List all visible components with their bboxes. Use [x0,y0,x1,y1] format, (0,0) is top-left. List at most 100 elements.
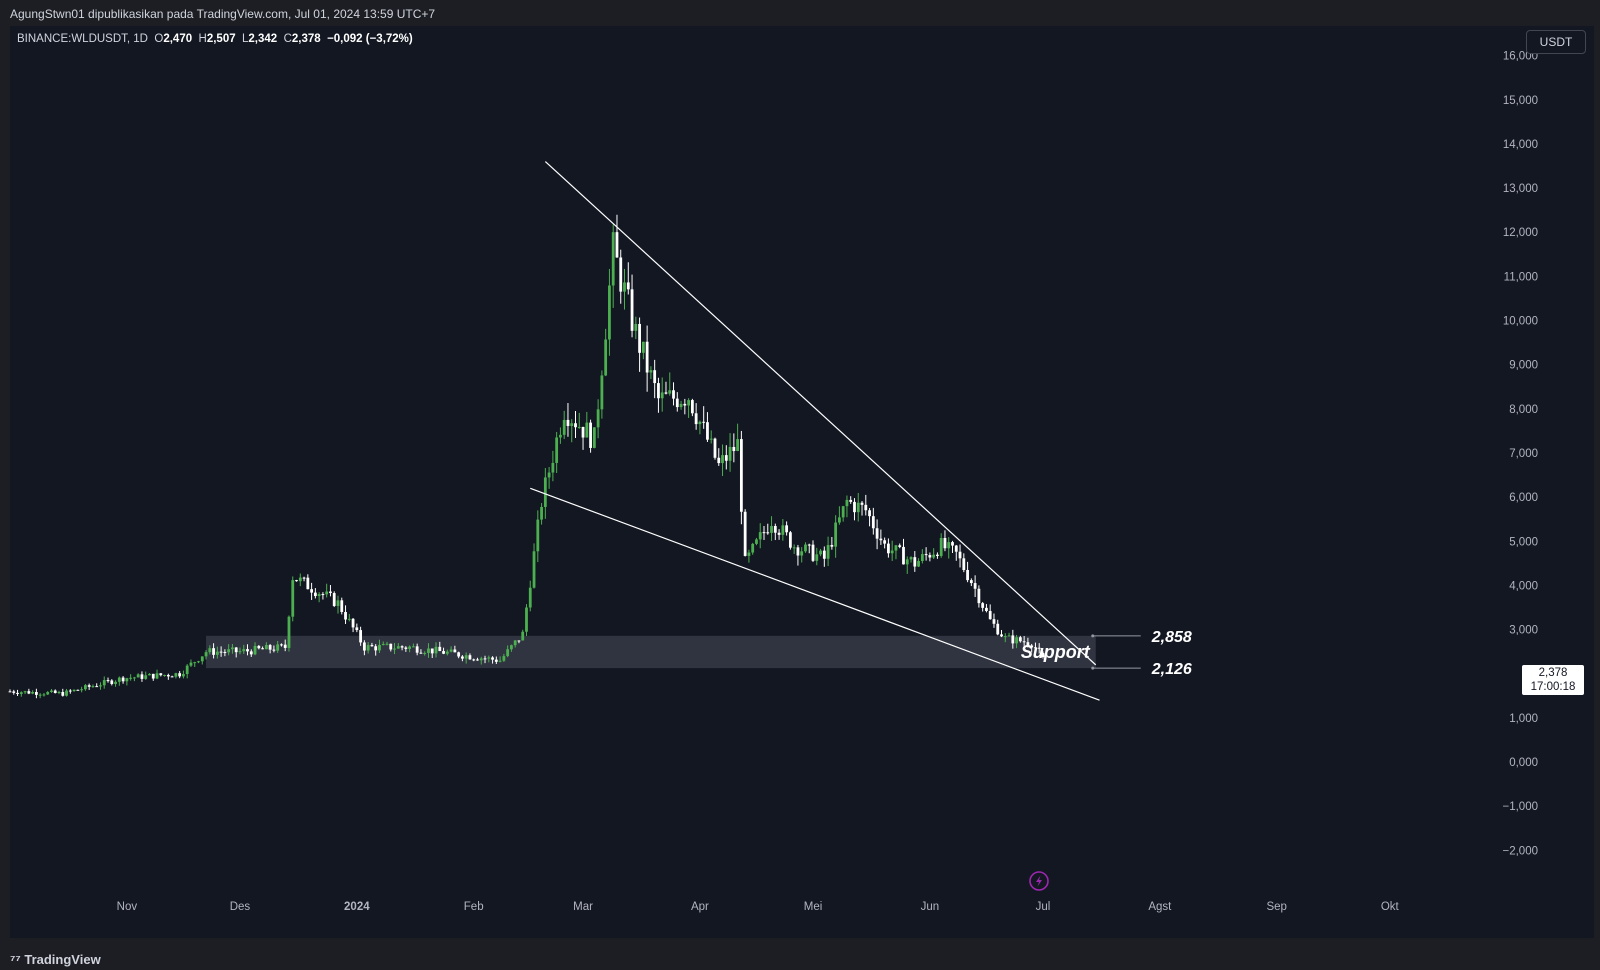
candle [841,505,845,522]
candle [758,523,762,549]
candle-body [453,649,457,653]
candle [868,508,871,527]
candle [721,444,724,477]
candle-body [223,651,227,653]
candle [411,643,415,648]
time-tick-label: Okt [1381,901,1400,913]
support-zone-marks: Support 2,858 2,126 [1021,629,1192,678]
candle [641,341,645,360]
candle-body [988,610,992,620]
candle [559,427,562,444]
candle-body [87,685,91,687]
candle-body [845,499,849,507]
candle-body [498,660,502,662]
candle-body [117,677,121,682]
tradingview-logo[interactable]: ⁷⁷ TradingView [10,952,101,967]
candle [8,689,12,693]
price-tick-label: 14,000 [1503,139,1538,151]
candle [491,656,494,664]
candle [283,639,287,652]
candle [709,430,713,444]
candle-body [641,341,645,353]
candle-body [479,658,483,661]
candle [166,673,170,680]
candle-body [50,690,53,693]
candle [38,693,42,699]
candle-body [396,646,400,649]
chart-area[interactable] [10,26,1594,938]
candle-body [268,645,272,650]
candle-body [114,681,117,684]
candle [84,683,87,691]
candle-body [525,607,528,632]
candle [389,643,393,652]
candle-body [494,659,498,662]
candle-body [442,651,445,654]
candle-body [513,640,517,646]
candle-body [242,649,246,652]
candle [151,673,155,681]
candle [393,643,396,655]
candle [581,426,585,450]
candle-body [800,551,804,556]
support-upper-level-dot [1091,634,1095,638]
candle [102,676,106,689]
candle [476,657,479,661]
candle [408,645,412,653]
candle [683,398,687,415]
candle-body [792,547,796,549]
candle [351,617,355,633]
candle-body [238,651,242,653]
candle-body [472,659,476,661]
candle [366,642,370,654]
candle-body [378,644,381,651]
candle-body [76,689,80,691]
candle-body [385,643,389,645]
candle-body [822,550,826,559]
candle [200,656,204,665]
candle [378,639,381,653]
candle-body [329,591,332,594]
candle [19,691,23,697]
candle-body [1030,645,1034,648]
candle [234,647,238,658]
candle [577,412,581,429]
candle [276,640,280,653]
candle [53,689,57,694]
candle [80,686,84,693]
candle [562,410,566,440]
candle-body [596,409,600,428]
candle-body [302,577,306,579]
candle [57,690,61,695]
candle [540,503,543,525]
candle-body [966,569,969,581]
candle [653,359,657,399]
candle [555,431,559,474]
candle [932,548,936,559]
candle-body [788,532,792,548]
candle-body [1015,637,1018,644]
candle-body [253,645,257,655]
candle [668,372,672,396]
candle [845,495,849,518]
candle-body [121,677,125,682]
candle-body [332,593,336,606]
candle-body [84,685,87,690]
candle [966,561,969,583]
candle-body [197,661,200,663]
candle-body [430,648,434,654]
low-value: 2,342 [248,33,278,45]
candle [736,423,740,452]
currency-button[interactable]: USDT [1526,30,1586,54]
candle [483,655,487,664]
candle-body [973,583,977,589]
publish-bar: AgungStwn01 dipublikasikan pada TradingV… [0,0,1600,26]
candle [924,547,928,561]
candle-body [619,257,623,292]
candle-body [615,232,619,258]
candle-body [166,674,170,677]
candle-body [743,511,747,556]
candle [374,644,378,656]
candle-body [951,542,954,546]
candle [423,651,427,656]
